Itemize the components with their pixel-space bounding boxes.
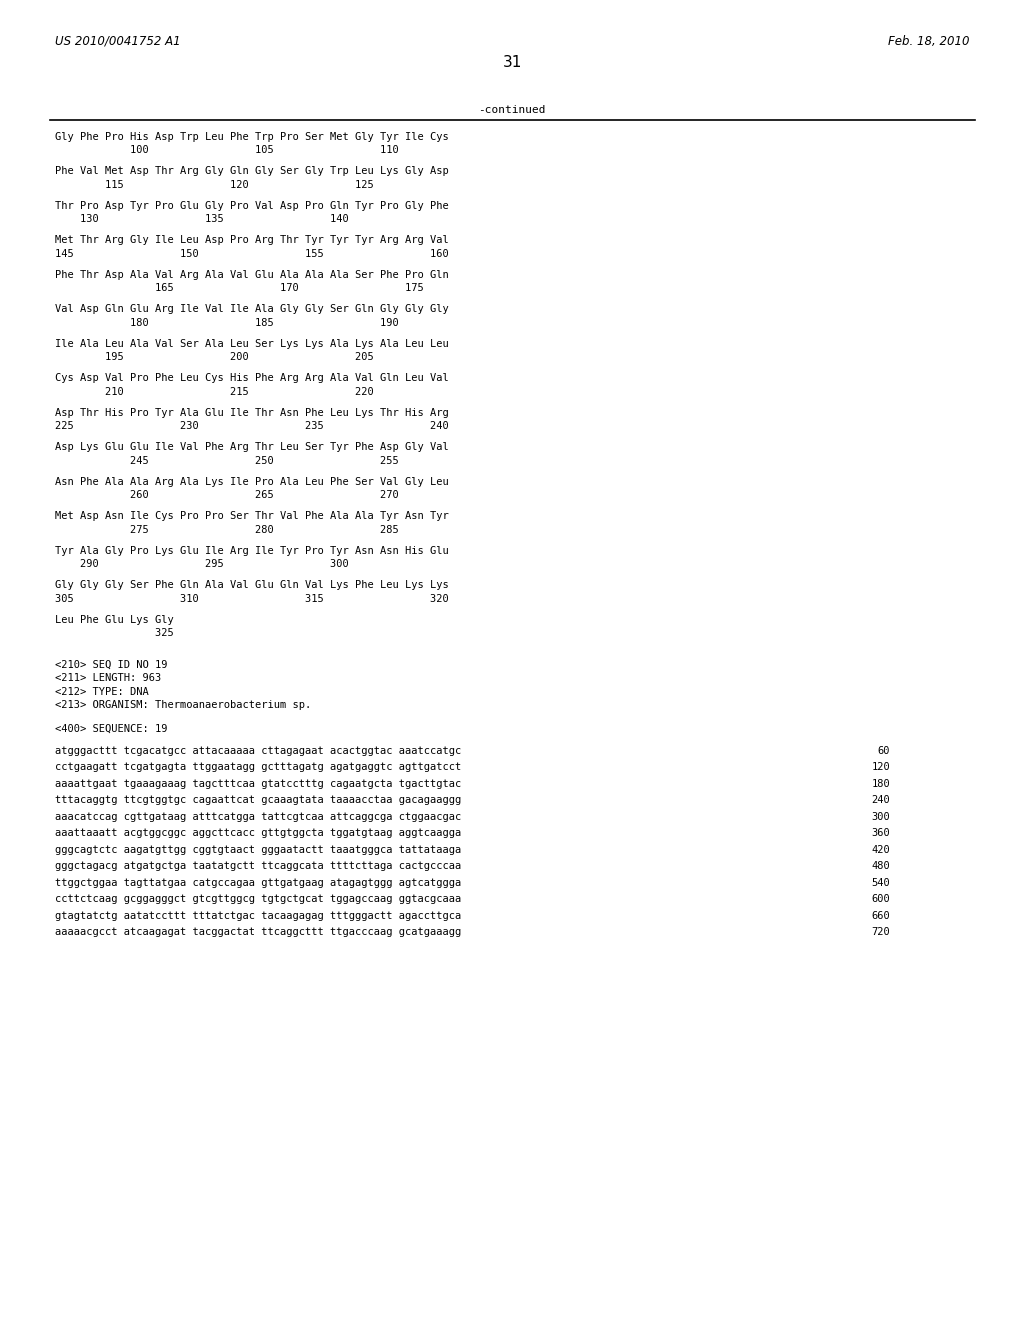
Text: Feb. 18, 2010: Feb. 18, 2010 — [889, 36, 970, 48]
Text: Asp Lys Glu Glu Ile Val Phe Arg Thr Leu Ser Tyr Phe Asp Gly Val: Asp Lys Glu Glu Ile Val Phe Arg Thr Leu … — [55, 442, 449, 453]
Text: 305                 310                 315                 320: 305 310 315 320 — [55, 594, 449, 605]
Text: Cys Asp Val Pro Phe Leu Cys His Phe Arg Arg Ala Val Gln Leu Val: Cys Asp Val Pro Phe Leu Cys His Phe Arg … — [55, 374, 449, 384]
Text: 275                 280                 285: 275 280 285 — [55, 525, 398, 535]
Text: 225                 230                 235                 240: 225 230 235 240 — [55, 421, 449, 432]
Text: 245                 250                 255: 245 250 255 — [55, 455, 398, 466]
Text: cctgaagatt tcgatgagta ttggaatagg gctttagatg agatgaggtc agttgatcct: cctgaagatt tcgatgagta ttggaatagg gctttag… — [55, 762, 461, 772]
Text: 360: 360 — [871, 828, 890, 838]
Text: gggcagtctc aagatgttgg cggtgtaact gggaatactt taaatgggca tattataaga: gggcagtctc aagatgttgg cggtgtaact gggaata… — [55, 845, 461, 854]
Text: 210                 215                 220: 210 215 220 — [55, 387, 374, 397]
Text: 130                 135                 140: 130 135 140 — [55, 214, 349, 224]
Text: 240: 240 — [871, 795, 890, 805]
Text: 720: 720 — [871, 927, 890, 937]
Text: gtagtatctg aatatccttt tttatctgac tacaagagag tttgggactt agaccttgca: gtagtatctg aatatccttt tttatctgac tacaaga… — [55, 911, 461, 920]
Text: <400> SEQUENCE: 19: <400> SEQUENCE: 19 — [55, 723, 168, 734]
Text: 180                 185                 190: 180 185 190 — [55, 318, 398, 327]
Text: US 2010/0041752 A1: US 2010/0041752 A1 — [55, 36, 180, 48]
Text: 290                 295                 300: 290 295 300 — [55, 560, 349, 569]
Text: 660: 660 — [871, 911, 890, 920]
Text: 60: 60 — [878, 746, 890, 755]
Text: Ile Ala Leu Ala Val Ser Ala Leu Ser Lys Lys Ala Lys Ala Leu Leu: Ile Ala Leu Ala Val Ser Ala Leu Ser Lys … — [55, 339, 449, 348]
Text: 180: 180 — [871, 779, 890, 788]
Text: 145                 150                 155                 160: 145 150 155 160 — [55, 249, 449, 259]
Text: 325: 325 — [55, 628, 174, 639]
Text: gggctagacg atgatgctga taatatgctt ttcaggcata ttttcttaga cactgcccaa: gggctagacg atgatgctga taatatgctt ttcaggc… — [55, 861, 461, 871]
Text: 540: 540 — [871, 878, 890, 887]
Text: Phe Thr Asp Ala Val Arg Ala Val Glu Ala Ala Ala Ser Phe Pro Gln: Phe Thr Asp Ala Val Arg Ala Val Glu Ala … — [55, 271, 449, 280]
Text: ccttctcaag gcggagggct gtcgttggcg tgtgctgcat tggagccaag ggtacgcaaa: ccttctcaag gcggagggct gtcgttggcg tgtgctg… — [55, 894, 461, 904]
Text: aaaattgaat tgaaagaaag tagctttcaa gtatcctttg cagaatgcta tgacttgtac: aaaattgaat tgaaagaaag tagctttcaa gtatcct… — [55, 779, 461, 788]
Text: <212> TYPE: DNA: <212> TYPE: DNA — [55, 686, 148, 697]
Text: Met Thr Arg Gly Ile Leu Asp Pro Arg Thr Tyr Tyr Tyr Arg Arg Val: Met Thr Arg Gly Ile Leu Asp Pro Arg Thr … — [55, 235, 449, 246]
Text: aaattaaatt acgtggcggc aggcttcacc gttgtggcta tggatgtaag aggtcaagga: aaattaaatt acgtggcggc aggcttcacc gttgtgg… — [55, 828, 461, 838]
Text: 195                 200                 205: 195 200 205 — [55, 352, 374, 363]
Text: 300: 300 — [871, 812, 890, 821]
Text: -continued: -continued — [478, 106, 546, 115]
Text: Phe Val Met Asp Thr Arg Gly Gln Gly Ser Gly Trp Leu Lys Gly Asp: Phe Val Met Asp Thr Arg Gly Gln Gly Ser … — [55, 166, 449, 177]
Text: ttggctggaa tagttatgaa catgccagaa gttgatgaag atagagtggg agtcatggga: ttggctggaa tagttatgaa catgccagaa gttgatg… — [55, 878, 461, 887]
Text: tttacaggtg ttcgtggtgc cagaattcat gcaaagtata taaaacctaa gacagaaggg: tttacaggtg ttcgtggtgc cagaattcat gcaaagt… — [55, 795, 461, 805]
Text: 165                 170                 175: 165 170 175 — [55, 284, 424, 293]
Text: <211> LENGTH: 963: <211> LENGTH: 963 — [55, 673, 161, 684]
Text: Gly Phe Pro His Asp Trp Leu Phe Trp Pro Ser Met Gly Tyr Ile Cys: Gly Phe Pro His Asp Trp Leu Phe Trp Pro … — [55, 132, 449, 143]
Text: atgggacttt tcgacatgcc attacaaaaa cttagagaat acactggtac aaatccatgc: atgggacttt tcgacatgcc attacaaaaa cttagag… — [55, 746, 461, 755]
Text: 600: 600 — [871, 894, 890, 904]
Text: aaacatccag cgttgataag atttcatgga tattcgtcaa attcaggcga ctggaacgac: aaacatccag cgttgataag atttcatgga tattcgt… — [55, 812, 461, 821]
Text: 120: 120 — [871, 762, 890, 772]
Text: Met Asp Asn Ile Cys Pro Pro Ser Thr Val Phe Ala Ala Tyr Asn Tyr: Met Asp Asn Ile Cys Pro Pro Ser Thr Val … — [55, 511, 449, 521]
Text: Val Asp Gln Glu Arg Ile Val Ile Ala Gly Gly Ser Gln Gly Gly Gly: Val Asp Gln Glu Arg Ile Val Ile Ala Gly … — [55, 305, 449, 314]
Text: 31: 31 — [503, 55, 521, 70]
Text: Tyr Ala Gly Pro Lys Glu Ile Arg Ile Tyr Pro Tyr Asn Asn His Glu: Tyr Ala Gly Pro Lys Glu Ile Arg Ile Tyr … — [55, 546, 449, 556]
Text: 480: 480 — [871, 861, 890, 871]
Text: Gly Gly Gly Ser Phe Gln Ala Val Glu Gln Val Lys Phe Leu Lys Lys: Gly Gly Gly Ser Phe Gln Ala Val Glu Gln … — [55, 581, 449, 590]
Text: 100                 105                 110: 100 105 110 — [55, 145, 398, 156]
Text: <210> SEQ ID NO 19: <210> SEQ ID NO 19 — [55, 660, 168, 671]
Text: 420: 420 — [871, 845, 890, 854]
Text: 260                 265                 270: 260 265 270 — [55, 491, 398, 500]
Text: Asn Phe Ala Ala Arg Ala Lys Ile Pro Ala Leu Phe Ser Val Gly Leu: Asn Phe Ala Ala Arg Ala Lys Ile Pro Ala … — [55, 477, 449, 487]
Text: Asp Thr His Pro Tyr Ala Glu Ile Thr Asn Phe Leu Lys Thr His Arg: Asp Thr His Pro Tyr Ala Glu Ile Thr Asn … — [55, 408, 449, 418]
Text: 115                 120                 125: 115 120 125 — [55, 180, 374, 190]
Text: <213> ORGANISM: Thermoanaerobacterium sp.: <213> ORGANISM: Thermoanaerobacterium sp… — [55, 701, 311, 710]
Text: Leu Phe Glu Lys Gly: Leu Phe Glu Lys Gly — [55, 615, 174, 624]
Text: aaaaacgcct atcaagagat tacggactat ttcaggcttt ttgacccaag gcatgaaagg: aaaaacgcct atcaagagat tacggactat ttcaggc… — [55, 927, 461, 937]
Text: Thr Pro Asp Tyr Pro Glu Gly Pro Val Asp Pro Gln Tyr Pro Gly Phe: Thr Pro Asp Tyr Pro Glu Gly Pro Val Asp … — [55, 201, 449, 211]
